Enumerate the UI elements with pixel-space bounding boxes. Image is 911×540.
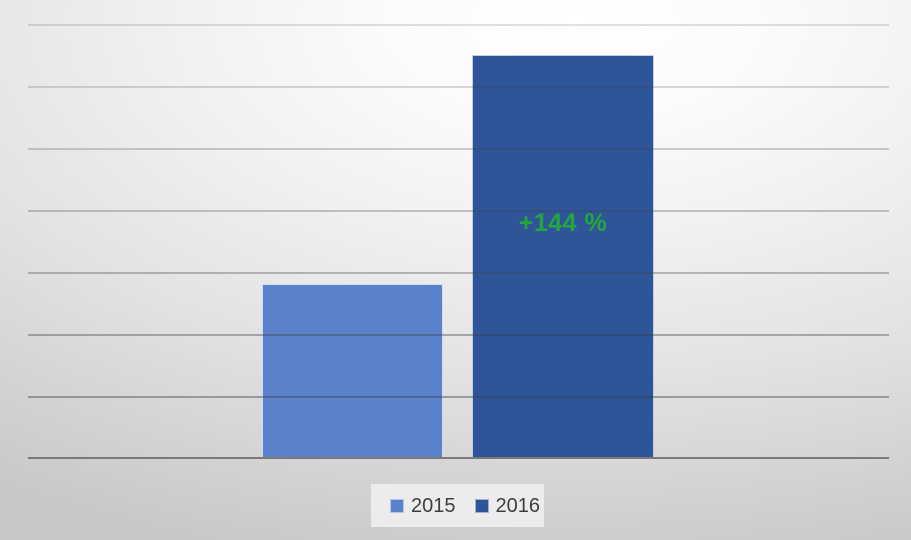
legend-item-2016[interactable]: 2016	[474, 494, 541, 517]
legend-item-2015[interactable]: 2015	[390, 496, 456, 516]
gridline	[28, 334, 889, 336]
legend-swatch-2016	[474, 498, 489, 513]
legend-label-2016: 2016	[495, 494, 541, 517]
gridline	[28, 396, 889, 398]
gridline	[28, 210, 889, 212]
gridline	[28, 148, 889, 150]
x-axis-line	[28, 457, 889, 459]
gridline	[28, 24, 889, 26]
legend[interactable]: 2015 2016	[371, 484, 544, 527]
legend-label-2015: 2015	[411, 494, 456, 517]
bar-series-2015[interactable]	[262, 284, 443, 458]
legend-swatch-2015	[390, 498, 404, 513]
gridline	[28, 272, 889, 274]
data-label-2016[interactable]: +144 %	[518, 209, 608, 237]
bar-series-2016[interactable]: +144 %	[472, 55, 654, 458]
gridline	[28, 86, 889, 88]
